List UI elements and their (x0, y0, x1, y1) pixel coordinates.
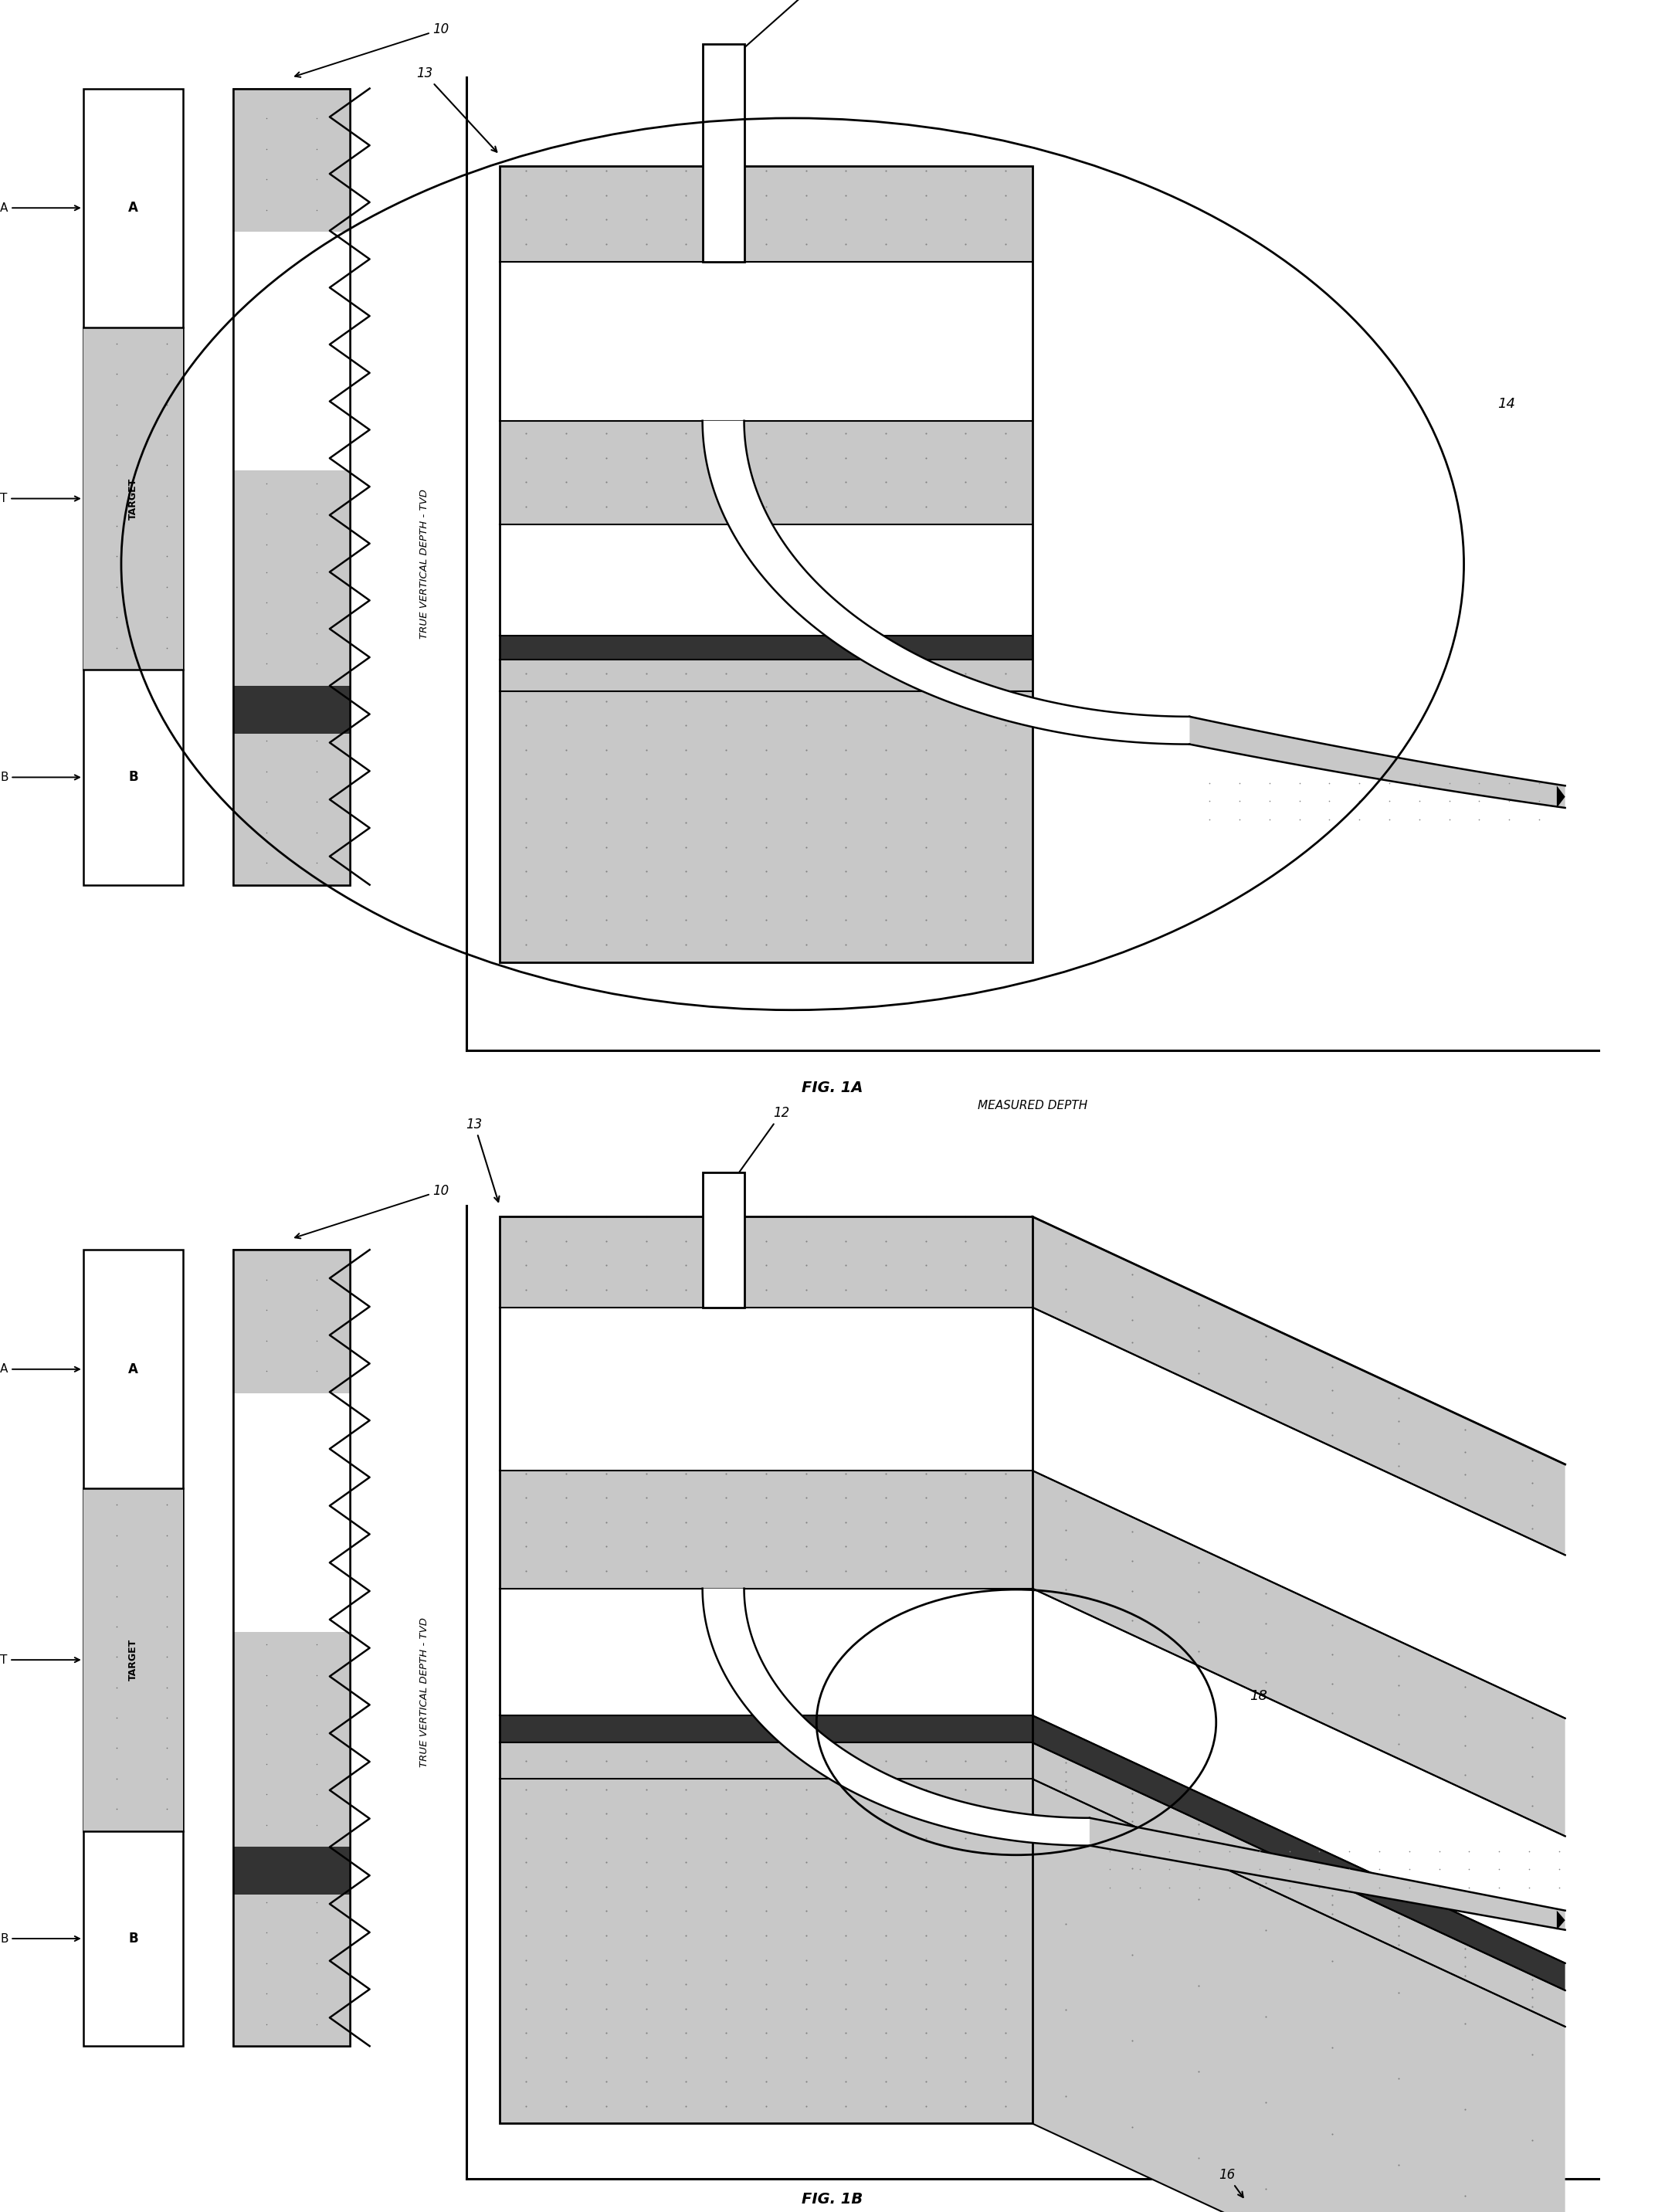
Polygon shape (1189, 717, 1565, 807)
Bar (233, 88, 350, 232)
Text: A: A (128, 201, 138, 215)
Text: 18: 18 (1249, 1690, 1267, 1703)
Bar (83, 88, 183, 885)
Text: 12: 12 (726, 1106, 789, 1192)
Text: 10: 10 (295, 1183, 450, 1239)
Polygon shape (1032, 1307, 1565, 1719)
Bar (500, 1717, 1032, 1743)
Bar (500, 166, 1032, 962)
Polygon shape (1032, 1217, 1565, 1555)
Polygon shape (1032, 1778, 1565, 2212)
Polygon shape (1032, 1471, 1565, 1836)
Bar (500, 1471, 1032, 1588)
Text: TRUE VERTICAL DEPTH - TVD: TRUE VERTICAL DEPTH - TVD (420, 489, 430, 639)
Bar (233, 686, 350, 717)
Bar (500, 635, 1032, 659)
Bar (500, 1743, 1032, 1778)
Bar (703, 1172, 744, 1307)
Bar (233, 88, 350, 885)
Bar (233, 1250, 350, 1394)
Bar (83, 1489, 183, 1832)
Text: B: B (0, 772, 80, 783)
Text: TARGET: TARGET (128, 478, 138, 520)
Bar (500, 524, 1032, 635)
Text: 10: 10 (295, 22, 450, 77)
Bar (233, 566, 350, 686)
Bar (233, 88, 350, 885)
Bar (500, 1217, 1032, 2124)
Bar (233, 232, 350, 471)
Bar (233, 1728, 350, 1847)
Bar (500, 166, 1032, 962)
Polygon shape (1032, 1717, 1565, 1991)
Text: FIG. 1A: FIG. 1A (803, 1079, 862, 1095)
Text: TARGET: TARGET (128, 1639, 138, 1681)
Bar (233, 717, 350, 734)
Bar (500, 692, 1032, 962)
Bar (233, 1250, 350, 2046)
Bar (500, 166, 1032, 261)
Text: A: A (0, 1363, 80, 1376)
Text: FIG. 1B: FIG. 1B (803, 2192, 862, 2208)
Text: 13: 13 (416, 66, 496, 153)
Text: 16: 16 (1219, 2168, 1244, 2197)
Bar (500, 1778, 1032, 2124)
Bar (233, 1394, 350, 1632)
Bar (233, 1878, 350, 1896)
Bar (500, 1307, 1032, 1471)
Polygon shape (1089, 1818, 1565, 1929)
Bar (233, 1847, 350, 1878)
Bar (500, 659, 1032, 692)
Text: TRUE VERTICAL DEPTH - TVD: TRUE VERTICAL DEPTH - TVD (420, 1617, 430, 1767)
Text: MEASURED DEPTH: MEASURED DEPTH (977, 1099, 1087, 1113)
Polygon shape (1557, 785, 1565, 807)
Text: 13: 13 (466, 1117, 500, 1201)
Bar (233, 471, 350, 566)
Text: A: A (128, 1363, 138, 1376)
Bar (233, 1632, 350, 1728)
Bar (233, 1250, 350, 2046)
Bar (233, 1896, 350, 2046)
Polygon shape (1557, 1911, 1565, 1929)
Text: T: T (0, 1655, 80, 1666)
Bar (83, 327, 183, 670)
Polygon shape (1032, 1588, 1565, 1964)
Bar (500, 1217, 1032, 2124)
Bar (83, 1250, 183, 2046)
Bar (500, 420, 1032, 524)
Text: A: A (0, 201, 80, 215)
Text: B: B (128, 1931, 138, 1947)
Text: B: B (0, 1933, 80, 1944)
Polygon shape (1032, 1743, 1565, 2026)
Bar (500, 1217, 1032, 1307)
Text: 14: 14 (1497, 398, 1515, 411)
Text: 12: 12 (726, 0, 823, 64)
Polygon shape (703, 420, 1189, 743)
Bar (500, 1588, 1032, 1717)
Text: B: B (128, 770, 138, 785)
Bar (500, 261, 1032, 420)
Bar (703, 44, 744, 261)
Text: T: T (0, 493, 80, 504)
Bar (233, 734, 350, 885)
Polygon shape (703, 1588, 1089, 1845)
